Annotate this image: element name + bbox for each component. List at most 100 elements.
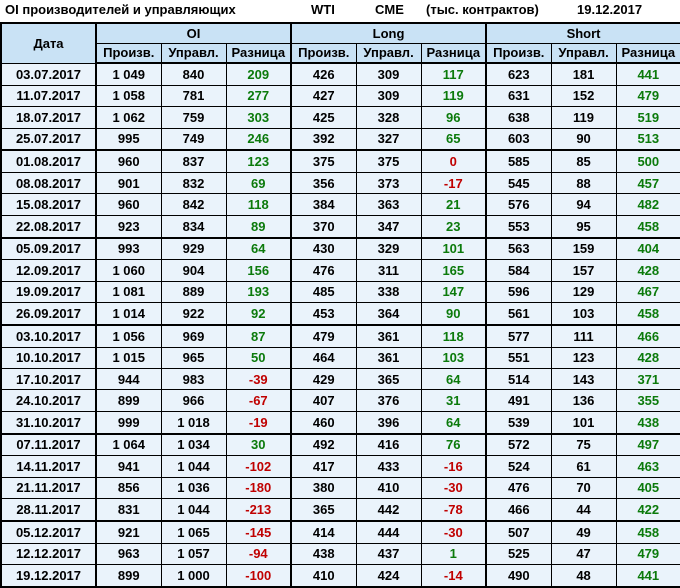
instrument-label: WTI [311, 2, 335, 17]
difference-cell: 1 [420, 542, 487, 566]
managers-cell: 983 [160, 367, 227, 391]
title-bar: OI производителей и управляющих WTI CME … [0, 0, 680, 22]
sub-header-row: Произв. Управл. Разница Произв. Управл. … [1, 42, 680, 64]
date-column-header: Дата [0, 22, 97, 64]
table-row: 01.08.2017 960 837 123 375 375 0 585 85 500 [0, 149, 680, 173]
difference-cell: 519 [615, 106, 680, 129]
producers-cell: 584 [485, 259, 552, 282]
producers-cell: 551 [485, 346, 552, 369]
producers-cell: 856 [95, 476, 162, 500]
managers-cell: 329 [355, 237, 422, 261]
managers-cell: 103 [550, 302, 617, 326]
subheader-short-managers: Управл. [550, 42, 617, 64]
producers-cell: 370 [290, 214, 357, 239]
difference-cell: -30 [420, 520, 487, 544]
table-row: 12.12.2017 963 1 057 -94 438 437 1 525 47 479 [0, 542, 680, 566]
managers-cell: 47 [550, 542, 617, 566]
difference-cell: 21 [420, 193, 487, 216]
producers-cell: 960 [95, 193, 162, 216]
date-cell: 05.09.2017 [0, 237, 97, 261]
producers-cell: 993 [95, 237, 162, 261]
managers-cell: 119 [550, 106, 617, 129]
difference-cell: 118 [420, 324, 487, 348]
producers-cell: 485 [290, 280, 357, 304]
group-header-oi: OI [94, 22, 292, 44]
difference-cell: 65 [420, 127, 487, 152]
producers-cell: 923 [95, 214, 162, 239]
producers-cell: 524 [485, 455, 552, 478]
producers-cell: 576 [485, 193, 552, 216]
managers-cell: 376 [355, 389, 422, 412]
managers-cell: 363 [355, 193, 422, 216]
subheader-long-producers: Произв. [290, 42, 357, 64]
date-cell: 05.12.2017 [0, 520, 97, 544]
table-row: 14.11.2017 941 1 044 -102 417 433 -16 524 61 463 [0, 455, 680, 478]
managers-cell: 759 [160, 106, 227, 129]
table-row: 05.09.2017 993 929 64 430 329 101 563 159 404 [0, 237, 680, 261]
producers-cell: 375 [290, 149, 357, 173]
difference-cell: -180 [225, 476, 292, 500]
table-row: 08.08.2017 901 832 69 356 373 -17 545 88 457 [0, 171, 680, 195]
producers-cell: 380 [290, 476, 357, 500]
producers-cell: 899 [95, 564, 162, 588]
managers-cell: 94 [550, 193, 617, 216]
producers-cell: 545 [485, 171, 552, 195]
managers-cell: 969 [160, 324, 227, 348]
producers-cell: 638 [485, 106, 552, 129]
date-cell: 17.10.2017 [0, 367, 97, 391]
difference-cell: 479 [615, 542, 680, 566]
difference-cell: 500 [615, 149, 680, 173]
difference-cell: 31 [420, 389, 487, 412]
managers-cell: 840 [160, 62, 227, 86]
difference-cell: -19 [225, 410, 292, 435]
managers-cell: 61 [550, 455, 617, 478]
difference-cell: 30 [225, 433, 292, 457]
managers-cell: 781 [160, 84, 227, 108]
producers-cell: 414 [290, 520, 357, 544]
difference-cell: 246 [225, 127, 292, 152]
managers-cell: 424 [355, 564, 422, 588]
producers-cell: 999 [95, 410, 162, 435]
difference-cell: 64 [420, 410, 487, 435]
managers-cell: 129 [550, 280, 617, 304]
producers-cell: 476 [485, 476, 552, 500]
managers-cell: 1 044 [160, 498, 227, 522]
managers-cell: 437 [355, 542, 422, 566]
managers-cell: 842 [160, 193, 227, 216]
difference-cell: 458 [615, 214, 680, 239]
difference-cell: -102 [225, 455, 292, 478]
units-label: (тыс. контрактов) [426, 2, 539, 17]
table-row: 18.07.2017 1 062 759 303 425 328 96 638 119 519 [0, 106, 680, 129]
difference-cell: 64 [225, 237, 292, 261]
difference-cell: 156 [225, 259, 292, 282]
producers-cell: 453 [290, 302, 357, 326]
producers-cell: 995 [95, 127, 162, 152]
date-cell: 19.12.2017 [0, 564, 97, 588]
managers-cell: 375 [355, 149, 422, 173]
managers-cell: 152 [550, 84, 617, 108]
report-date: 19.12.2017 [577, 2, 643, 17]
date-cell: 07.11.2017 [0, 433, 97, 457]
difference-cell: 90 [420, 302, 487, 326]
difference-cell: -78 [420, 498, 487, 522]
managers-cell: 309 [355, 62, 422, 86]
date-cell: 03.10.2017 [0, 324, 97, 348]
managers-cell: 311 [355, 259, 422, 282]
table-row: 17.10.2017 944 983 -39 429 365 64 514 143 371 [0, 367, 680, 391]
table-row: 25.07.2017 995 749 246 392 327 65 603 90 513 [0, 127, 680, 152]
managers-cell: 904 [160, 259, 227, 282]
table-row: 12.09.2017 1 060 904 156 476 311 165 584 157 428 [0, 259, 680, 282]
managers-cell: 373 [355, 171, 422, 195]
managers-cell: 1 057 [160, 542, 227, 566]
managers-cell: 49 [550, 520, 617, 544]
date-cell: 21.11.2017 [0, 476, 97, 500]
subheader-oi-managers: Управл. [160, 42, 227, 64]
table-row: 10.10.2017 1 015 965 50 464 361 103 551 123 428 [0, 346, 680, 369]
producers-cell: 901 [95, 171, 162, 195]
subheader-short-difference: Разница [615, 42, 680, 64]
table-header: Дата OI Long Short Произв. Управл. Разни… [0, 22, 680, 64]
subheader-oi-producers: Произв. [95, 42, 162, 64]
producers-cell: 539 [485, 410, 552, 435]
table-row: 19.09.2017 1 081 889 193 485 338 147 596 129 467 [0, 280, 680, 304]
producers-cell: 430 [290, 237, 357, 261]
